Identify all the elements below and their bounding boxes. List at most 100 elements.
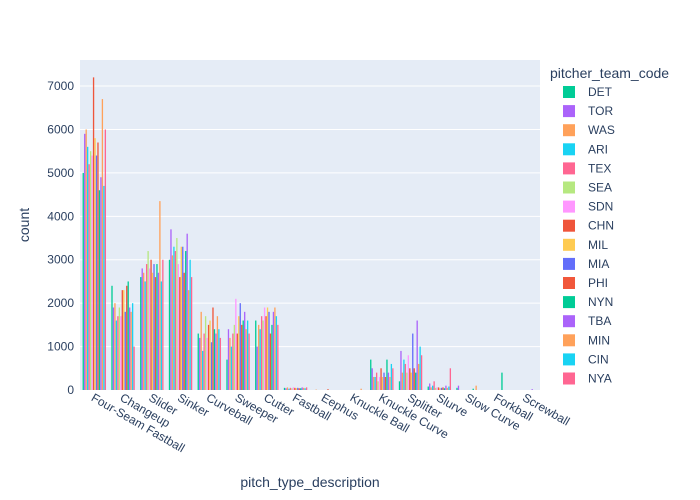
bar-tba-2 (157, 272, 160, 390)
bar-cin-6 (275, 316, 278, 390)
bar-tor-2 (141, 268, 143, 390)
bar-tex-7 (289, 387, 292, 390)
bar-ari-3 (173, 246, 175, 390)
y-tick-label: 4000 (47, 209, 74, 223)
bar-mia-11 (412, 333, 414, 390)
bar-nya-1 (133, 346, 135, 390)
bar-tex-10 (375, 372, 378, 390)
bar-sdn-2 (148, 268, 151, 390)
bar-tba-1 (129, 307, 131, 390)
bar-min-10 (389, 376, 391, 390)
y-tick-label: 6000 (47, 122, 74, 136)
bar-chn-11 (409, 368, 411, 390)
bar-min-5 (245, 329, 247, 390)
bar-mil-3 (180, 246, 182, 390)
legend-swatch-was (563, 124, 575, 137)
bar-mia-2 (153, 264, 155, 390)
y-tick-label: 2000 (47, 296, 74, 310)
bar-phi-1 (126, 285, 128, 390)
legend-swatch-mil (563, 238, 575, 251)
bar-mil-1 (123, 290, 125, 390)
y-axis-title: count (16, 208, 32, 242)
bar-ari-7 (288, 388, 290, 390)
bar-min-13 (475, 385, 477, 390)
bar-tor-7 (285, 388, 287, 390)
legend-label-tex: TEX (588, 161, 611, 175)
bar-min-11 (417, 363, 420, 390)
bar-phi-12 (442, 387, 444, 390)
bar-sdn-5 (235, 298, 237, 390)
bar-chn-3 (179, 277, 181, 390)
bar-ari-5 (230, 346, 233, 390)
bar-was-2 (143, 272, 145, 390)
legend-label-chn: CHN (588, 219, 614, 233)
bar-tor-13 (457, 385, 460, 390)
bar-tor-4 (199, 337, 201, 390)
legend-swatch-phi (563, 277, 575, 289)
bar-nyn-13 (472, 388, 474, 390)
legend-swatch-cin (563, 353, 575, 366)
bar-was-11 (401, 372, 404, 390)
bar-chn-12 (437, 387, 440, 390)
bar-mil-11 (410, 372, 412, 390)
bar-cin-4 (218, 329, 220, 390)
bar-ari-0 (87, 146, 89, 390)
bar-tor-0 (84, 133, 86, 390)
bar-mia-12 (440, 387, 443, 390)
bar-chn-1 (121, 290, 123, 390)
bar-min-12 (446, 387, 449, 390)
bar-mia-10 (383, 372, 385, 390)
legend-label-sea: SEA (588, 181, 612, 195)
bar-mil-4 (209, 320, 211, 390)
bar-tor-3 (170, 229, 172, 390)
bar-mil-10 (381, 376, 384, 390)
bar-phi-5 (241, 324, 243, 390)
bar-min-9 (360, 388, 362, 390)
y-tick-label: 0 (67, 383, 74, 397)
bar-chn-5 (236, 333, 238, 390)
bar-ari-6 (259, 329, 261, 390)
bar-was-1 (114, 303, 116, 390)
bar-sea-7 (291, 388, 293, 390)
bar-phi-10 (384, 376, 387, 390)
bar-chn-2 (150, 259, 152, 390)
bar-nya-7 (305, 387, 308, 390)
bar-was-7 (286, 387, 289, 390)
legend-swatch-tor (563, 105, 575, 118)
bar-tex-0 (88, 164, 90, 390)
bar-ari-10 (374, 376, 376, 390)
bar-min-4 (216, 316, 219, 390)
bar-sdn-12 (436, 387, 438, 390)
legend-label-sdn: SDN (588, 200, 613, 214)
y-tick-label: 5000 (47, 166, 74, 180)
bar-phi-4 (212, 307, 214, 390)
y-tick-label: 7000 (47, 79, 74, 93)
legend-title: pitcher_team_code (550, 65, 669, 81)
legend-swatch-mia (563, 257, 575, 270)
bar-tor-12 (429, 383, 431, 390)
bar-sdn-7 (292, 387, 294, 390)
bar-was-5 (229, 337, 231, 390)
bar-det-6 (255, 320, 257, 390)
bar-tex-2 (145, 264, 148, 390)
bar-was-3 (171, 255, 174, 390)
bar-nyn-1 (127, 281, 129, 390)
bar-det-0 (82, 172, 84, 390)
bar-det-11 (398, 381, 401, 390)
bar-cin-1 (131, 303, 134, 390)
bar-tba-12 (445, 385, 447, 390)
bar-nya-12 (449, 368, 452, 390)
bar-nyn-10 (386, 359, 388, 390)
bar-sea-6 (262, 320, 264, 390)
legend-label-tor: TOR (588, 104, 613, 118)
bar-sea-4 (204, 316, 207, 390)
x-tick-labels: Four-Seam FastballChangeupSliderSinkerCu… (89, 390, 572, 455)
bar-mia-5 (239, 303, 241, 390)
bar-chn-10 (380, 368, 382, 390)
bar-mil-5 (238, 316, 240, 390)
bar-sea-11 (406, 372, 408, 390)
bar-phi-11 (413, 368, 415, 390)
bar-cin-10 (390, 363, 393, 390)
bar-det-3 (168, 259, 171, 390)
